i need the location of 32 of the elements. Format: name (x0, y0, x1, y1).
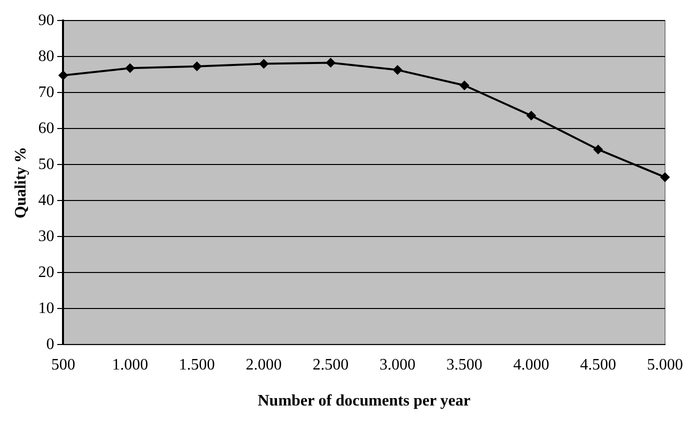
x-tick-label: 3.500 (446, 356, 482, 374)
x-tick-label: 1.000 (112, 356, 148, 374)
x-tick-label: 1.500 (178, 356, 215, 374)
point (192, 62, 202, 71)
x-tick-label: 5.000 (647, 356, 683, 374)
x-tick-label: 4.500 (580, 356, 616, 374)
point (460, 80, 469, 90)
x-tick-label: 500 (51, 356, 76, 374)
point (126, 64, 135, 73)
y-tick-label: 0 (46, 336, 54, 353)
point (526, 111, 536, 120)
y-tick-label: 80 (38, 48, 54, 65)
y-tick-label: 10 (38, 300, 54, 317)
point (259, 59, 268, 68)
y-tick-label: 50 (38, 156, 54, 173)
point (326, 58, 336, 68)
point (393, 65, 402, 74)
y-tick-label: 20 (38, 264, 54, 281)
x-tick-label: 2.500 (312, 356, 349, 374)
x-axis-title: Number of documents per year (258, 392, 470, 410)
y-tick-label: 30 (38, 228, 54, 245)
y-tick-label: 70 (38, 84, 54, 101)
y-tick-label: 40 (38, 192, 54, 209)
y-axis-title: Quality % (12, 146, 30, 218)
y-tick-label: 60 (38, 120, 54, 137)
point (594, 144, 603, 154)
x-tick-label: 3.000 (380, 356, 416, 374)
point (660, 172, 670, 182)
x-tick-label: 2.000 (246, 356, 282, 374)
point (58, 70, 68, 80)
y-tick-label: 90 (38, 12, 54, 29)
x-tick-label: 4.000 (513, 356, 550, 374)
